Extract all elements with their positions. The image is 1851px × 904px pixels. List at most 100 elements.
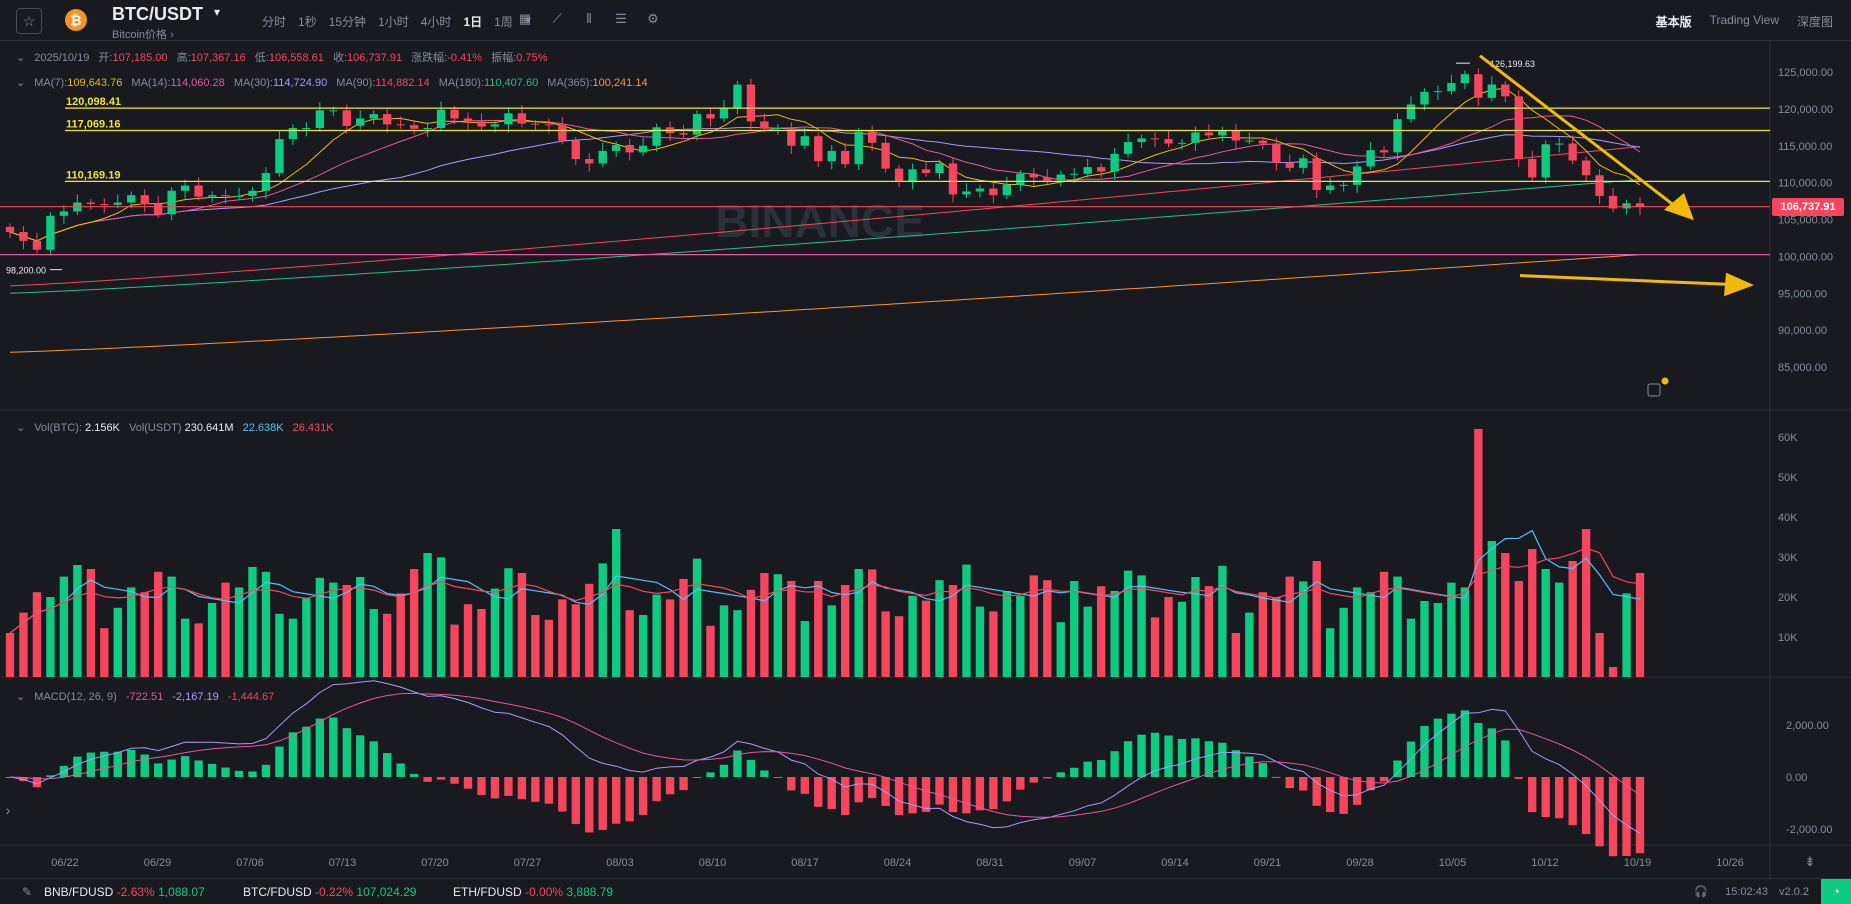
volume-bar: [86, 569, 96, 677]
collapse-chevron-icon[interactable]: ⌄: [16, 77, 26, 89]
volume-bar: [1177, 601, 1187, 677]
volume-bar: [517, 573, 527, 677]
collapse-chevron-icon[interactable]: ⌄: [16, 52, 26, 64]
macd-legend: ⌄ MACD(12, 26, 9) -722.51 -2,167.19 -1,4…: [16, 690, 274, 703]
favorite-star-icon[interactable]: ☆: [16, 8, 42, 34]
caret-down-icon[interactable]: ▾: [214, 5, 221, 19]
candle-body: [450, 109, 459, 119]
macd-histogram-bar: [1352, 777, 1362, 805]
volume-bar: [1218, 565, 1227, 677]
date-axis-label: 06/29: [144, 857, 172, 869]
chart-settings-icon[interactable]: ☰: [615, 11, 627, 26]
volume-bar: [180, 618, 190, 677]
volume-bar: [234, 587, 244, 677]
gear-icon[interactable]: ⚙: [647, 11, 659, 26]
edit-icon[interactable]: ✎: [22, 885, 33, 899]
interval-tab-active[interactable]: 1日: [463, 15, 483, 29]
level-line-3-label: 110,169.19: [66, 169, 120, 181]
ticker-price: 107,024.29: [356, 885, 417, 899]
volume-bar: [531, 615, 540, 677]
candle-body: [1056, 174, 1065, 181]
candle-body: [221, 195, 230, 197]
interval-dropdown-icon[interactable]: ▾: [524, 13, 531, 27]
view-depth[interactable]: 深度图: [1796, 15, 1833, 29]
candle-body: [1299, 158, 1308, 168]
macd-histogram-bar: [1622, 777, 1631, 856]
macd-histogram-bar: [1312, 777, 1321, 806]
macd-histogram-bar: [706, 772, 715, 777]
candle-type-icon[interactable]: ⫴: [586, 11, 592, 26]
ticker-price: 1,088.07: [158, 885, 205, 899]
volume-bar: [1514, 581, 1523, 677]
date-axis-label: 07/13: [329, 857, 357, 869]
view-tradingview[interactable]: Trading View: [1709, 13, 1779, 27]
volume-bar: [288, 618, 298, 677]
ticker-bnb[interactable]: BNB/FDUSD -2.63% 1,088.07: [44, 885, 205, 899]
macd-histogram-bar: [1137, 734, 1146, 777]
macd-histogram-bar: [315, 718, 325, 777]
pair-title[interactable]: BTC/USDT: [112, 4, 203, 24]
ticker-eth[interactable]: ETH/FDUSD -0.00% 3,888.79: [453, 885, 613, 899]
macd-histogram-bar: [113, 751, 122, 777]
ma-legend: ⌄ MA(7):109,643.76 MA(14):114,060.28 MA(…: [16, 76, 648, 89]
macd-dea-value: -2,167.19: [172, 691, 219, 703]
candle-body: [140, 195, 149, 205]
last-price-tag: 106,737.91: [1772, 198, 1844, 216]
candle-body: [814, 136, 823, 162]
macd-histogram-bar: [814, 777, 823, 807]
interval-tab[interactable]: 4小时: [420, 15, 452, 29]
macd-histogram-bar: [436, 777, 446, 780]
collapse-chevron-icon[interactable]: ⌄: [16, 691, 26, 703]
macd-histogram-bar: [1379, 777, 1389, 782]
volume-bar: [1029, 575, 1038, 677]
macd-histogram-bar: [935, 777, 944, 805]
candle-body: [1137, 138, 1146, 143]
macd-histogram-bar: [154, 763, 163, 777]
macd-dif-value: -722.51: [125, 691, 164, 703]
calendar-icon[interactable]: ▦: [518, 11, 532, 26]
candle-body: [787, 128, 796, 146]
macd-histogram-bar: [598, 777, 607, 830]
volume-bar: [1299, 581, 1308, 677]
macd-histogram-bar: [1487, 728, 1496, 777]
macd-histogram-bar: [827, 777, 836, 810]
ma180-line: [9, 179, 1641, 294]
candle-body: [275, 139, 284, 174]
macd-histogram-bar: [989, 777, 998, 810]
volume-bar: [1285, 576, 1294, 677]
volume-bar: [1043, 580, 1052, 677]
vol-ma2-value: 26.431K: [292, 422, 334, 434]
macd-histogram-bar: [1191, 738, 1200, 777]
volume-bar: [800, 621, 809, 677]
interval-tab[interactable]: 1秒: [298, 15, 317, 29]
interval-tab[interactable]: 15分钟: [328, 15, 367, 29]
interval-tab[interactable]: 1周: [494, 15, 513, 29]
ticker-btc[interactable]: BTC/FDUSD -0.22% 107,024.29: [243, 885, 416, 899]
collapse-chevron-icon[interactable]: ⌄: [16, 422, 26, 434]
view-basic[interactable]: 基本版: [1655, 15, 1692, 29]
macd-histogram-bar: [760, 770, 769, 777]
price-chart[interactable]: BINANCE 125,000.00 120,000.00 115,000.00 110…: [0, 40, 1851, 878]
macd-histogram-bar: [140, 754, 149, 777]
volume-bar: [558, 599, 567, 677]
candle-body: [921, 169, 931, 174]
macd-histogram-bar: [719, 764, 729, 777]
macd-histogram-bar: [652, 777, 661, 802]
macd-histogram-bar: [46, 775, 55, 777]
ticker-change: -0.22%: [315, 885, 354, 899]
macd-histogram-bar: [908, 777, 917, 814]
indicator-icon[interactable]: ⟋: [552, 11, 562, 26]
macd-histogram-bar: [194, 760, 203, 777]
macd-histogram-bar: [1595, 777, 1604, 847]
pair-subtitle-link[interactable]: Bitcoin价格 ›: [112, 29, 174, 41]
candle-body: [773, 128, 783, 130]
volume-bar: [773, 574, 783, 677]
headset-icon[interactable]: 🎧: [1694, 886, 1709, 898]
interval-tab[interactable]: 1小时: [378, 15, 409, 29]
macd-histogram-bar: [275, 746, 284, 777]
interval-tab[interactable]: 分时: [262, 15, 287, 29]
candle-body: [342, 110, 351, 126]
ma14-value: 114,060.28: [170, 77, 225, 89]
macd-histogram-bar: [1231, 750, 1241, 777]
date-axis-label: 09/14: [1161, 857, 1189, 869]
